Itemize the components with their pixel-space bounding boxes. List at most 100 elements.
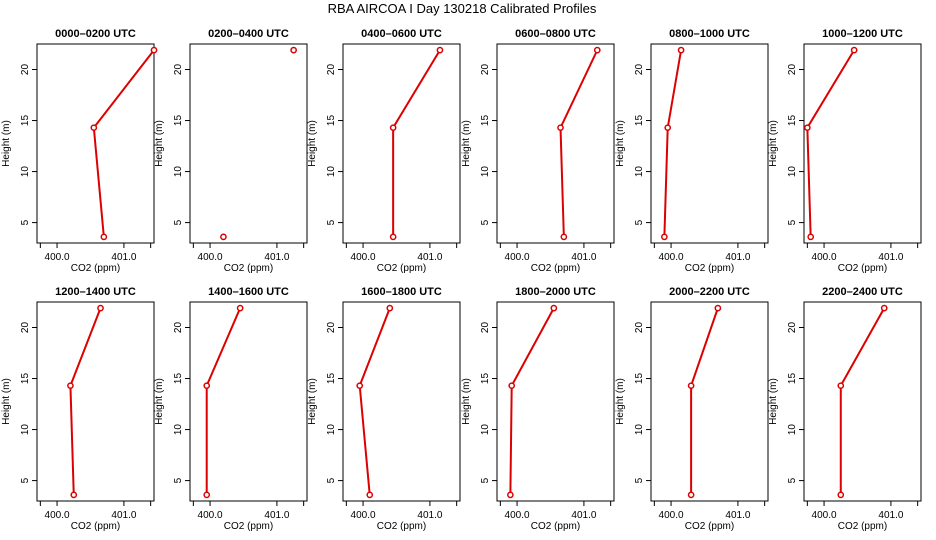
x-tick-label: 400.0 — [351, 252, 376, 263]
profile-line — [807, 50, 854, 237]
y-axis-label: Height (m) — [154, 120, 165, 167]
plot-frame — [804, 302, 921, 501]
profile-point — [151, 48, 156, 53]
y-tick-label: 15 — [173, 115, 184, 127]
profile-point — [662, 234, 667, 239]
profile-line — [207, 308, 240, 495]
profile-point — [204, 492, 209, 497]
panel-title: 0200–0400 UTC — [208, 28, 289, 40]
x-tick-label: 400.0 — [45, 252, 70, 263]
panel-title: 1000–1200 UTC — [822, 28, 903, 40]
y-tick-label: 20 — [326, 64, 337, 76]
profile-point — [509, 383, 514, 388]
y-tick-label: 15 — [480, 115, 491, 127]
x-tick-label: 400.0 — [812, 510, 837, 521]
profile-point — [805, 125, 810, 130]
y-tick-label: 5 — [326, 219, 337, 225]
y-tick-label: 10 — [480, 424, 491, 436]
x-axis-label: CO2 (ppm) — [224, 521, 273, 532]
y-axis-label: Height (m) — [307, 378, 318, 425]
y-tick-label: 10 — [787, 166, 798, 178]
y-tick-label: 20 — [326, 322, 337, 334]
x-tick-label: 401.0 — [264, 252, 289, 263]
plot-frame — [497, 302, 614, 501]
profile-point — [838, 383, 843, 388]
profile-line — [393, 50, 440, 237]
y-axis-label: Height (m) — [154, 378, 165, 425]
panel-title: 1800–2000 UTC — [515, 286, 596, 298]
profile-point — [715, 306, 720, 311]
x-tick-label: 400.0 — [505, 510, 530, 521]
panel-title: 0000–0200 UTC — [55, 28, 136, 40]
y-tick-label: 5 — [787, 477, 798, 483]
chart-panel: 2200–2400 UTC5101520400.0 401.0CO2 (ppm)H… — [768, 286, 921, 532]
x-tick-label: 401.0 — [264, 510, 289, 521]
y-tick-label: 15 — [20, 373, 31, 385]
profile-point — [551, 306, 556, 311]
profile-chart-grid: RBA AIRCOA I Day 130218 Calibrated Profi… — [0, 0, 936, 540]
x-axis-label: CO2 (ppm) — [838, 521, 887, 532]
y-tick-label: 20 — [787, 322, 798, 334]
profile-point — [808, 234, 813, 239]
x-tick-label: 401.0 — [417, 252, 442, 263]
y-tick-label: 15 — [20, 115, 31, 127]
y-axis-label: Height (m) — [1, 378, 12, 425]
panel-title: 1400–1600 UTC — [208, 286, 289, 298]
x-tick-label: 401.0 — [878, 252, 903, 263]
y-axis-label: Height (m) — [768, 120, 779, 167]
profile-point — [689, 492, 694, 497]
profile-point — [595, 48, 600, 53]
y-axis-label: Height (m) — [461, 120, 472, 167]
y-tick-label: 5 — [20, 477, 31, 483]
x-axis-label: CO2 (ppm) — [685, 521, 734, 532]
profile-point — [204, 383, 209, 388]
y-tick-label: 15 — [326, 373, 337, 385]
y-tick-label: 15 — [326, 115, 337, 127]
profile-point — [71, 492, 76, 497]
y-tick-label: 20 — [634, 64, 645, 76]
panel-title: 0600–0800 UTC — [515, 28, 596, 40]
x-tick-label: 400.0 — [659, 252, 684, 263]
profile-line — [841, 308, 884, 495]
plot-frame — [497, 44, 614, 243]
y-tick-label: 10 — [20, 424, 31, 436]
x-tick-label: 401.0 — [571, 252, 596, 263]
y-tick-label: 5 — [326, 477, 337, 483]
x-tick-label: 401.0 — [878, 510, 903, 521]
plot-frame — [343, 44, 460, 243]
y-tick-label: 5 — [787, 219, 798, 225]
y-tick-label: 20 — [20, 64, 31, 76]
plot-frame — [651, 44, 768, 243]
x-tick-label: 400.0 — [812, 252, 837, 263]
profile-line — [70, 308, 100, 495]
y-tick-label: 20 — [480, 322, 491, 334]
profile-point — [238, 306, 243, 311]
y-axis-label: Height (m) — [307, 120, 318, 167]
panel-title: 2000–2200 UTC — [669, 286, 750, 298]
x-tick-label: 401.0 — [111, 510, 136, 521]
profile-line — [664, 50, 681, 237]
y-tick-label: 5 — [634, 219, 645, 225]
panel-title: 1600–1800 UTC — [361, 286, 442, 298]
y-tick-label: 20 — [173, 64, 184, 76]
y-tick-label: 5 — [173, 219, 184, 225]
profile-line — [510, 308, 553, 495]
x-tick-label: 400.0 — [659, 510, 684, 521]
y-tick-label: 20 — [634, 322, 645, 334]
plot-frame — [804, 44, 921, 243]
y-tick-label: 5 — [20, 219, 31, 225]
profile-line — [691, 308, 718, 495]
y-tick-label: 10 — [634, 166, 645, 178]
main-title: RBA AIRCOA I Day 130218 Calibrated Profi… — [328, 1, 597, 16]
chart-panel: 1800–2000 UTC5101520400.0 401.0CO2 (ppm)H… — [461, 286, 614, 532]
x-axis-label: CO2 (ppm) — [71, 521, 120, 532]
profile-point — [391, 125, 396, 130]
y-axis-label: Height (m) — [615, 378, 626, 425]
profile-point — [508, 492, 513, 497]
x-tick-label: 401.0 — [725, 510, 750, 521]
profile-point — [561, 234, 566, 239]
